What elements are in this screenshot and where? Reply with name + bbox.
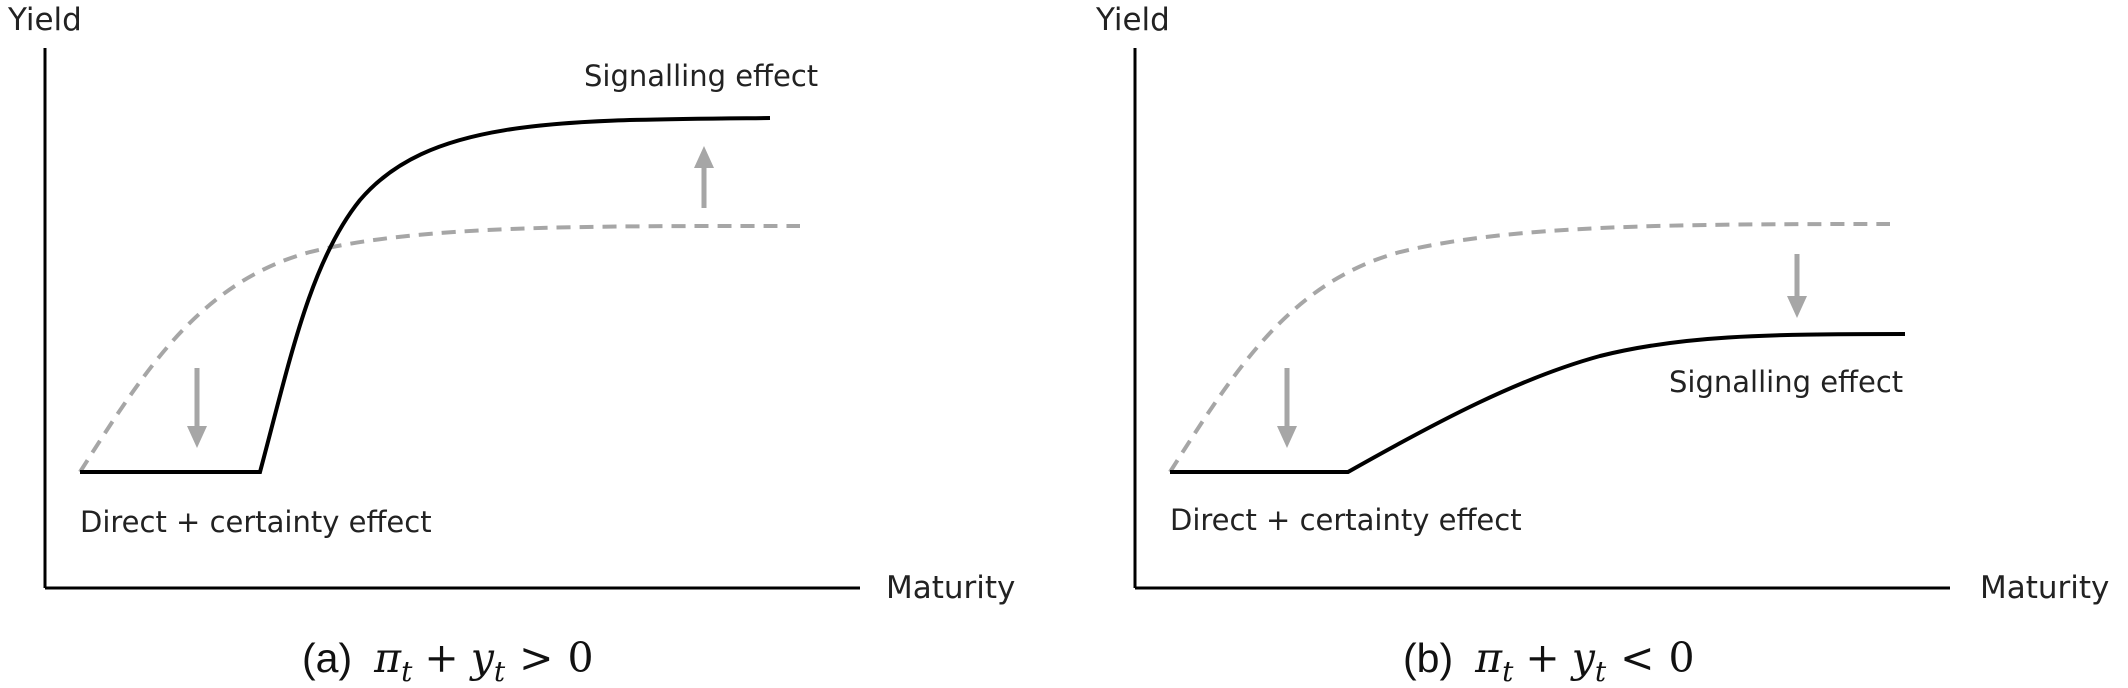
down-arrowhead-a (187, 426, 207, 448)
initial-yield-curve-b (1168, 222, 1891, 474)
y-axis-label-b: Yield (1095, 2, 1170, 38)
panel-a: Yield Maturity Signalling effect Direct … (7, 2, 1015, 688)
direct-certainty-label-b: Direct + certainty effect (1170, 503, 1522, 537)
signalling-effect-label-b: Signalling effect (1669, 365, 1903, 399)
x-axis-label-b: Maturity (1980, 570, 2109, 606)
initial-yield-curve-a (78, 223, 801, 474)
new-yield-curve-b (1170, 332, 1906, 474)
up-arrowhead-a (694, 146, 714, 168)
direct-certainty-label-a: Direct + certainty effect (80, 505, 432, 539)
signalling-effect-label-a: Signalling effect (584, 59, 818, 93)
caption-b: (b) πt + yt <0 (1403, 634, 1695, 688)
y-axis-label-a: Yield (7, 2, 82, 38)
new-yield-curve-a (80, 116, 771, 474)
panel-b: Yield Maturity Signalling effect Direct … (1095, 2, 2109, 688)
down-arrowhead-b2 (1787, 296, 1807, 318)
caption-a: (a) πt + yt >0 (302, 634, 594, 688)
x-axis-label-a: Maturity (886, 570, 1015, 606)
down-arrowhead-b1 (1277, 426, 1297, 448)
